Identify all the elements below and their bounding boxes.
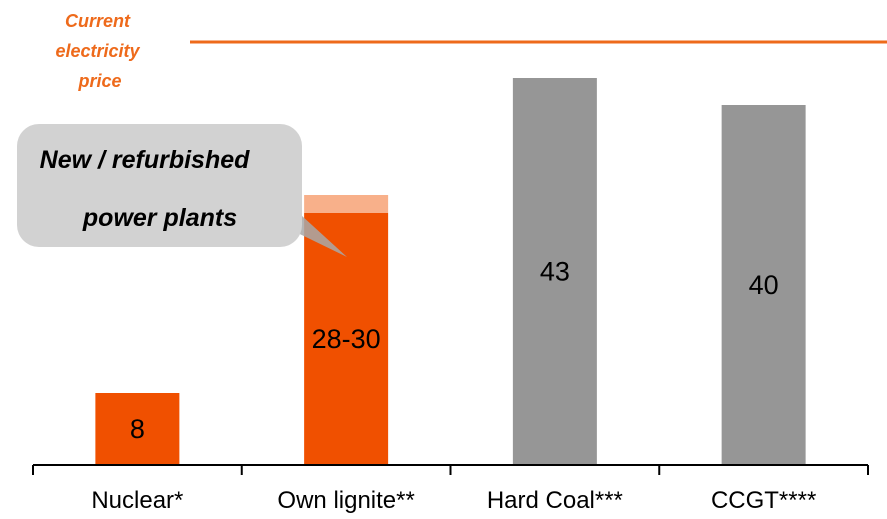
bar-2 bbox=[512, 78, 597, 465]
current-price-label-line-1: Current bbox=[65, 11, 131, 31]
bar-value-label-1: 28-30 bbox=[312, 324, 381, 354]
x-tick-label-1: Own lignite** bbox=[277, 487, 414, 514]
callout-text-line-1: New / refurbished bbox=[40, 146, 250, 174]
bar-range-1 bbox=[304, 195, 389, 213]
bar-value-label-0: 8 bbox=[130, 414, 145, 444]
x-tick-label-3: CCGT**** bbox=[711, 487, 816, 514]
callout: New / refurbished power plants bbox=[17, 124, 347, 257]
callout-text-line-2: power plants bbox=[82, 204, 237, 232]
bar-3 bbox=[721, 105, 806, 465]
callout-text: New / refurbished power plants bbox=[40, 146, 257, 232]
x-tick-label-2: Hard Coal*** bbox=[487, 487, 623, 514]
bar-0 bbox=[95, 393, 180, 465]
current-price-label: Current electricity price bbox=[55, 11, 144, 91]
bar-1 bbox=[304, 213, 389, 465]
x-tick-label-0: Nuclear* bbox=[91, 487, 183, 514]
bar-value-label-3: 40 bbox=[749, 270, 779, 300]
current-price-label-line-2: electricity bbox=[55, 41, 140, 61]
callout-bubble bbox=[17, 124, 302, 247]
current-price-label-line-3: price bbox=[77, 71, 121, 91]
x-axis: Nuclear* Own lignite** Hard Coal*** CCGT***… bbox=[32, 464, 869, 514]
bar-value-label-2: 43 bbox=[540, 257, 570, 287]
bars-group: 8 28-30 43 40 bbox=[95, 78, 806, 465]
